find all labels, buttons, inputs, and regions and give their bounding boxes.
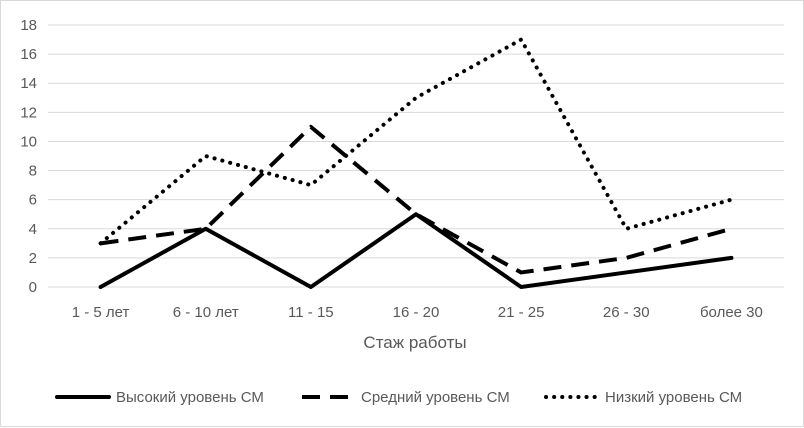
x-tick-label: 26 - 30: [603, 304, 650, 321]
y-tick-label: 12: [20, 104, 37, 121]
legend-label: Высокий уровень СМ: [116, 389, 264, 406]
y-tick-label: 0: [29, 279, 37, 296]
y-tick-label: 6: [29, 192, 37, 209]
y-tick-label: 4: [29, 221, 37, 238]
y-tick-label: 10: [20, 133, 37, 150]
y-tick-label: 16: [20, 46, 37, 63]
y-tick-label: 8: [29, 163, 37, 180]
x-tick-label: 11 - 15: [288, 304, 334, 321]
legend: Высокий уровень СМ Средний уровень СМ Низк…: [57, 389, 742, 406]
legend-label: Средний уровень СМ: [361, 389, 510, 406]
x-tick-label: 6 - 10 лет: [173, 304, 239, 321]
x-tick-label: 1 - 5 лет: [72, 304, 130, 321]
x-tick-label: более 30: [700, 304, 763, 321]
x-axis-title: Стаж работы: [363, 333, 466, 352]
x-tick-label: 21 - 25: [498, 304, 545, 321]
y-tick-label: 18: [20, 17, 37, 34]
legend-label: Низкий уровень СМ: [605, 389, 742, 406]
x-tick-label: 16 - 20: [393, 304, 440, 321]
y-tick-label: 14: [20, 75, 37, 92]
y-tick-label: 2: [29, 250, 37, 267]
